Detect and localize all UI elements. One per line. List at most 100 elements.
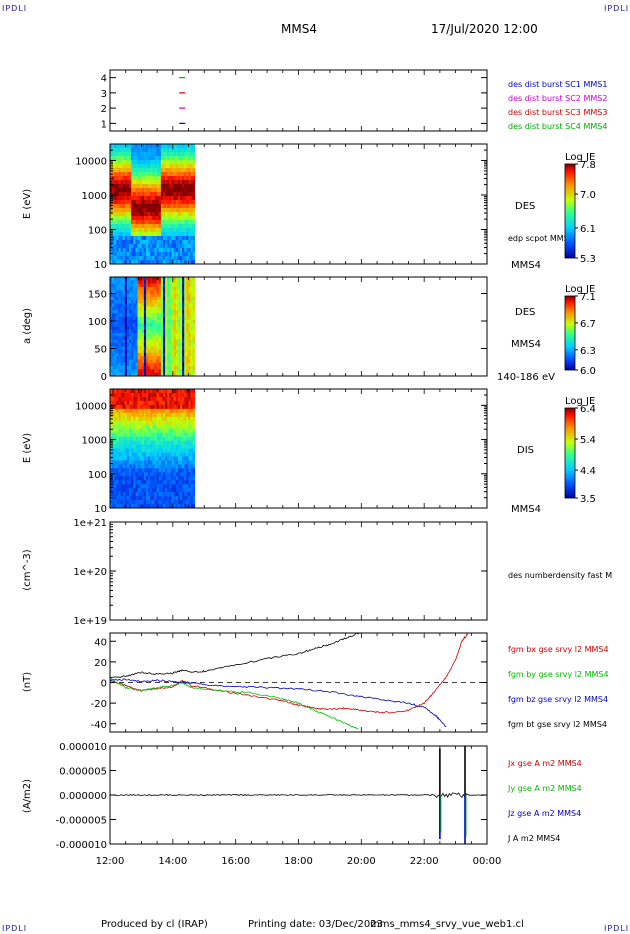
- des-pitch-heatmap-cell: [146, 280, 149, 284]
- dis-energy-heatmap-cell: [156, 428, 160, 433]
- des-energy-heatmap-cell: [167, 144, 170, 149]
- des-pitch-heatmap-cell: [126, 306, 130, 311]
- dis-energy-heatmap-cell: [171, 484, 174, 489]
- time-tick-label: 18:00: [284, 856, 313, 867]
- des-pitch-heatmap-cell: [188, 326, 191, 331]
- des-pitch-heatmap-cell: [143, 306, 147, 311]
- dis-energy-heatmap-cell: [137, 456, 140, 461]
- des-energy-heatmap-cell: [188, 220, 191, 225]
- des-energy-heatmap-cell: [179, 208, 183, 213]
- des-pitch-heatmap-cell: [124, 366, 128, 370]
- des-pitch-heatmap-cell: [158, 339, 162, 344]
- dis-energy-heatmap-cell: [114, 416, 117, 422]
- des-pitch-heatmap-cell: [158, 303, 162, 307]
- des-energy-heatmap-cell: [165, 216, 168, 221]
- des-pitch-heatmap-cell: [126, 300, 130, 304]
- dis-energy-heatmap-cell: [126, 500, 130, 505]
- des-pitch-heatmap-cell: [141, 339, 145, 344]
- des-pitch-heatmap-cell: [175, 293, 179, 298]
- des-energy-heatmap-cell: [150, 172, 153, 177]
- des-pitch-heatmap-cell: [114, 343, 117, 347]
- des-pitch-heatmap-cell: [118, 303, 121, 307]
- des-pitch-heatmap-cell: [137, 290, 140, 294]
- des-energy-heatmap-cell: [169, 196, 172, 201]
- des-energy-heatmap-cell: [177, 252, 181, 257]
- des-pitch-heatmap-cell: [177, 333, 181, 337]
- dis-energy-heatmap-cell: [156, 496, 160, 501]
- des-pitch-heatmap-cell: [133, 366, 136, 370]
- des-pitch-heatmap-cell: [165, 349, 168, 354]
- dis-energy-heatmap-cell: [173, 400, 177, 406]
- des-energy-heatmap-cell: [163, 192, 166, 197]
- des-energy-heatmap-cell: [171, 180, 174, 185]
- des-energy-heatmap-cell: [165, 164, 168, 169]
- dis-energy-heatmap-cell: [118, 420, 121, 425]
- des-pitch-heatmap-cell: [182, 303, 185, 307]
- des-pitch-heatmap-cell: [116, 283, 119, 288]
- dis-energy-heatmap-cell: [186, 432, 189, 437]
- dis-energy-heatmap-cell: [190, 404, 193, 410]
- des-pitch-heatmap-cell: [167, 362, 170, 367]
- dis-energy-heatmap-cell: [163, 396, 166, 402]
- dis-energy-heatmap-cell: [135, 496, 138, 501]
- des-energy-heatmap-cell: [122, 192, 126, 197]
- des-pitch-heatmap-cell: [173, 283, 177, 288]
- dis-energy-heatmap-cell: [122, 496, 126, 501]
- des-pitch-colorbar-tick-label: 6.3: [580, 346, 596, 357]
- dis-energy-heatmap-cell: [165, 484, 168, 489]
- des-pitch-heatmap-cell: [169, 362, 172, 367]
- des-pitch-heatmap-cell: [148, 366, 151, 370]
- des-energy-heatmap-cell: [143, 204, 147, 209]
- dis-energy-heatmap-cell: [137, 452, 140, 457]
- dis-energy-heatmap-cell: [188, 484, 191, 489]
- dis-energy-heatmap-cell: [122, 392, 126, 398]
- des-pitch-heatmap-cell: [156, 356, 160, 360]
- des-pitch-heatmap-cell: [150, 319, 153, 324]
- des-energy-heatmap-cell: [154, 216, 157, 221]
- des-pitch-heatmap-cell: [156, 290, 160, 294]
- dis-energy-heatmap-cell: [124, 392, 128, 398]
- des-pitch-heatmap-cell: [114, 352, 117, 357]
- des-pitch-heatmap-cell: [184, 336, 187, 340]
- des-pitch-heatmap-cell: [135, 293, 138, 298]
- des-energy-heatmap-cell: [160, 228, 164, 233]
- dis-energy-heatmap-cell: [192, 448, 196, 453]
- des-energy-heatmap-cell: [148, 200, 151, 205]
- des-energy-heatmap-cell: [135, 256, 138, 261]
- des-energy-heatmap-cell: [150, 196, 153, 201]
- des-pitch-heatmap-cell: [154, 316, 157, 321]
- des-pitch-heatmap-cell: [179, 359, 183, 364]
- des-pitch-heatmap-cell: [154, 286, 157, 291]
- des-energy-heatmap-cell: [120, 160, 124, 165]
- des-pitch-heatmap-cell: [129, 362, 132, 367]
- dis-energy-heatmap-cell: [131, 496, 134, 501]
- des-pitch-heatmap-cell: [154, 356, 157, 360]
- dis-energy-heatmap-cell: [173, 404, 177, 410]
- dis-energy-heatmap-cell: [135, 464, 138, 469]
- dis-energy-heatmap-cell: [150, 396, 153, 402]
- dis-energy-heatmap-cell: [184, 392, 187, 398]
- des-pitch-heatmap-cell: [184, 362, 187, 367]
- footer-printing-date: Printing date: 03/Dec/2023: [248, 919, 384, 930]
- des-pitch-heatmap-cell: [150, 290, 153, 294]
- des-pitch-heatmap-cell: [188, 310, 191, 314]
- dis-energy-heatmap-cell: [148, 456, 151, 461]
- des-energy-heatmap-cell: [167, 256, 170, 261]
- des-pitch-heatmap-cell: [152, 352, 155, 357]
- des-energy-heatmap-cell: [169, 236, 172, 241]
- des-pitch-heatmap-cell: [186, 316, 189, 321]
- dis-energy-heatmap-cell: [186, 484, 189, 489]
- des-energy-heatmap-cell: [120, 244, 124, 249]
- des-pitch-heatmap-cell: [114, 313, 117, 317]
- des-pitch-heatmap-cell: [146, 283, 149, 288]
- des-pitch-heatmap-cell: [133, 277, 136, 281]
- des-energy-heatmap-cell: [131, 220, 134, 225]
- dis-energy-heatmap-cell: [122, 424, 126, 429]
- des-pitch-heatmap-cell: [188, 306, 191, 311]
- dis-energy-heatmap-cell: [160, 420, 164, 425]
- des-pitch-heatmap-cell: [184, 356, 187, 360]
- dis-energy-heatmap-cell: [154, 468, 157, 473]
- des-energy-heatmap-cell: [171, 200, 174, 205]
- des-pitch-heatmap-cell: [192, 313, 196, 317]
- des-energy-heatmap-cell: [167, 160, 170, 165]
